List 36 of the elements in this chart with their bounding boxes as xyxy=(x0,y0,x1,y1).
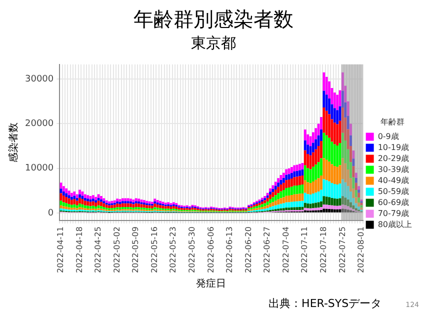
legend-label: 10-19歳 xyxy=(378,142,410,152)
chart-subtitle: 東京都 xyxy=(190,34,237,53)
legend-label: 50-59歳 xyxy=(378,186,410,196)
y-tick-label: 20000 xyxy=(24,119,54,130)
x-tick-label: 2022-05-23 xyxy=(168,226,178,274)
legend-label: 60-69歳 xyxy=(378,198,410,207)
x-tick-label: 2022-05-16 xyxy=(150,226,159,274)
source-note: 出典：HER-SYSデータ xyxy=(268,296,382,311)
x-tick-label: 2022-06-20 xyxy=(244,226,253,274)
y-tick-label: 0 xyxy=(48,208,54,218)
x-tick-label: 2022-05-30 xyxy=(188,226,197,274)
x-axis-title: 発症日 xyxy=(196,278,226,290)
legend-title: 年齢群 xyxy=(380,117,404,126)
legend-label: 0-9歳 xyxy=(378,132,399,141)
x-tick-label: 2022-05-09 xyxy=(131,226,140,274)
y-axis-title: 感染者数 xyxy=(8,122,20,162)
x-tick-label: 2022-07-18 xyxy=(318,226,328,274)
legend-label: 40-49歳 xyxy=(378,176,410,185)
x-tick-label: 2022-06-27 xyxy=(262,226,272,274)
legend-label: 20-29歳 xyxy=(378,154,410,163)
legend-label: 30-39歳 xyxy=(378,164,410,174)
x-tick-label: 2022-06-13 xyxy=(225,226,234,274)
x-tick-label: 2022-04-25 xyxy=(94,226,103,274)
x-tick-label: 2022-07-25 xyxy=(338,226,347,274)
x-tick-label: 2022-05-02 xyxy=(112,226,122,274)
x-tick-label: 2022-08-01 xyxy=(356,226,366,274)
x-tick-label: 2022-04-11 xyxy=(56,226,66,274)
x-tick-label: 2022-04-18 xyxy=(74,226,84,274)
x-tick-label: 2022-07-11 xyxy=(300,226,310,274)
y-tick-label: 30000 xyxy=(24,74,54,84)
y-tick-label: 10000 xyxy=(24,164,54,174)
x-tick-label: 2022-07-04 xyxy=(281,226,290,274)
x-tick-label: 2022-06-06 xyxy=(206,226,216,274)
legend-label: 80歳以上 xyxy=(378,220,412,229)
legend-label: 70-79歳 xyxy=(378,208,410,218)
chart-title: 年齢群別感染者数 xyxy=(132,6,294,33)
